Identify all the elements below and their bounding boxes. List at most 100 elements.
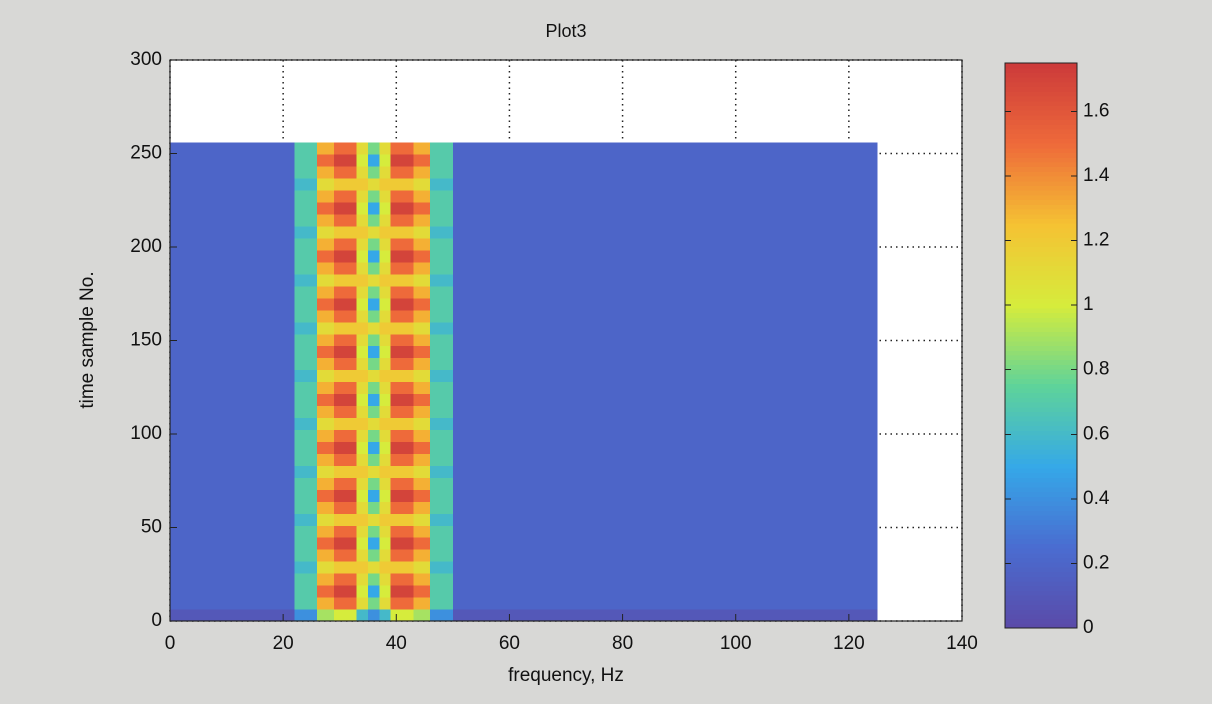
heatmap-cell	[452, 285, 878, 299]
heatmap-cell	[294, 154, 318, 167]
heatmap-cell	[170, 321, 295, 335]
heatmap-cell	[334, 166, 358, 179]
heatmap-cell	[294, 537, 318, 550]
heatmap-cell	[334, 453, 358, 466]
colorbar-segment	[1005, 387, 1077, 394]
heatmap-cell	[368, 166, 380, 179]
heatmap-cell	[452, 549, 878, 562]
colorbar-segment	[1005, 369, 1077, 375]
colorbar-segment	[1005, 590, 1077, 596]
heatmap-cell	[379, 309, 392, 323]
heatmap-cell	[294, 345, 318, 359]
colorbar-segment	[1005, 411, 1077, 417]
colorbar-segment	[1005, 453, 1077, 460]
colorbar-segment	[1005, 430, 1077, 436]
heatmap-cell	[390, 525, 414, 538]
heatmap-cell	[430, 261, 454, 275]
heatmap-cell	[379, 441, 392, 454]
colorbar-segment	[1005, 566, 1077, 573]
heatmap-cell	[430, 369, 454, 383]
colorbar-segment	[1005, 63, 1077, 69]
heatmap-cell	[430, 417, 454, 431]
heatmap-cell	[356, 321, 369, 335]
colorbar-segment	[1005, 580, 1077, 587]
heatmap-cell	[452, 214, 878, 227]
colorbar-segment	[1005, 293, 1077, 300]
heatmap-cell	[294, 202, 318, 215]
heatmap-cell	[379, 226, 392, 239]
colorbar-segment	[1005, 321, 1077, 328]
heatmap	[170, 142, 878, 622]
heatmap-cell	[368, 202, 380, 215]
colorbar-segment	[1005, 519, 1077, 526]
colorbar-segment	[1005, 458, 1077, 464]
heatmap-cell	[452, 561, 878, 574]
heatmap-cell	[390, 465, 414, 478]
heatmap-cell	[170, 477, 295, 490]
heatmap-cell	[294, 273, 318, 287]
heatmap-cell	[430, 477, 454, 490]
heatmap-cell	[356, 489, 369, 502]
colorbar-segment	[1005, 274, 1077, 281]
colorbar-segment	[1005, 345, 1077, 351]
heatmap-cell	[413, 609, 431, 622]
heatmap-cell	[430, 214, 454, 227]
heatmap-cell	[356, 273, 369, 287]
colorbar-segment	[1005, 505, 1077, 511]
colorbar-segment	[1005, 350, 1077, 356]
heatmap-cell	[317, 381, 335, 395]
heatmap-cell	[170, 381, 295, 395]
colorbar-segment	[1005, 227, 1077, 234]
colorbar-segment	[1005, 373, 1077, 380]
heatmap-cell	[368, 190, 380, 203]
heatmap-cell	[430, 285, 454, 299]
heatmap-cell	[390, 142, 414, 155]
heatmap-cell	[390, 309, 414, 323]
heatmap-cell	[317, 285, 335, 299]
heatmap-cell	[368, 369, 380, 383]
heatmap-cell	[452, 345, 878, 359]
heatmap-cell	[368, 597, 380, 610]
heatmap-cell	[413, 214, 431, 227]
heatmap-cell	[413, 561, 431, 574]
colorbar-segment	[1005, 128, 1077, 135]
colorbar-segment	[1005, 496, 1077, 502]
heatmap-cell	[317, 609, 335, 622]
colorbar-segment	[1005, 133, 1077, 139]
colorbar-segment	[1005, 472, 1077, 478]
heatmap-cell	[452, 381, 878, 395]
colorbar-segment	[1005, 289, 1077, 295]
heatmap-cell	[390, 477, 414, 490]
heatmap-cell	[368, 405, 380, 419]
heatmap-cell	[452, 273, 878, 287]
colorbar-segment	[1005, 477, 1077, 483]
heatmap-cell	[413, 238, 431, 251]
heatmap-cell	[390, 609, 414, 622]
heatmap-cell	[356, 226, 369, 239]
heatmap-cell	[452, 226, 878, 239]
colorbar-segment	[1005, 180, 1077, 187]
heatmap-cell	[356, 477, 369, 490]
heatmap-cell	[452, 465, 878, 478]
heatmap-cell	[390, 549, 414, 562]
heatmap-cell	[452, 357, 878, 371]
heatmap-cell	[379, 417, 392, 431]
x-tick-label: 60	[499, 633, 520, 654]
heatmap-cell	[430, 561, 454, 574]
colorbar-segment	[1005, 147, 1077, 154]
heatmap-cell	[430, 309, 454, 323]
heatmap-cell	[294, 381, 318, 395]
colorbar-segment	[1005, 246, 1077, 252]
heatmap-cell	[170, 273, 295, 287]
heatmap-cell	[452, 261, 878, 275]
heatmap-cell	[294, 465, 318, 478]
heatmap-cell	[452, 333, 878, 347]
heatmap-cell	[317, 561, 335, 574]
heatmap-cell	[379, 477, 392, 490]
heatmap-cell	[379, 453, 392, 466]
heatmap-cell	[334, 142, 358, 155]
heatmap-cell	[379, 465, 392, 478]
colorbar-segment	[1005, 444, 1077, 450]
heatmap-cell	[356, 238, 369, 251]
